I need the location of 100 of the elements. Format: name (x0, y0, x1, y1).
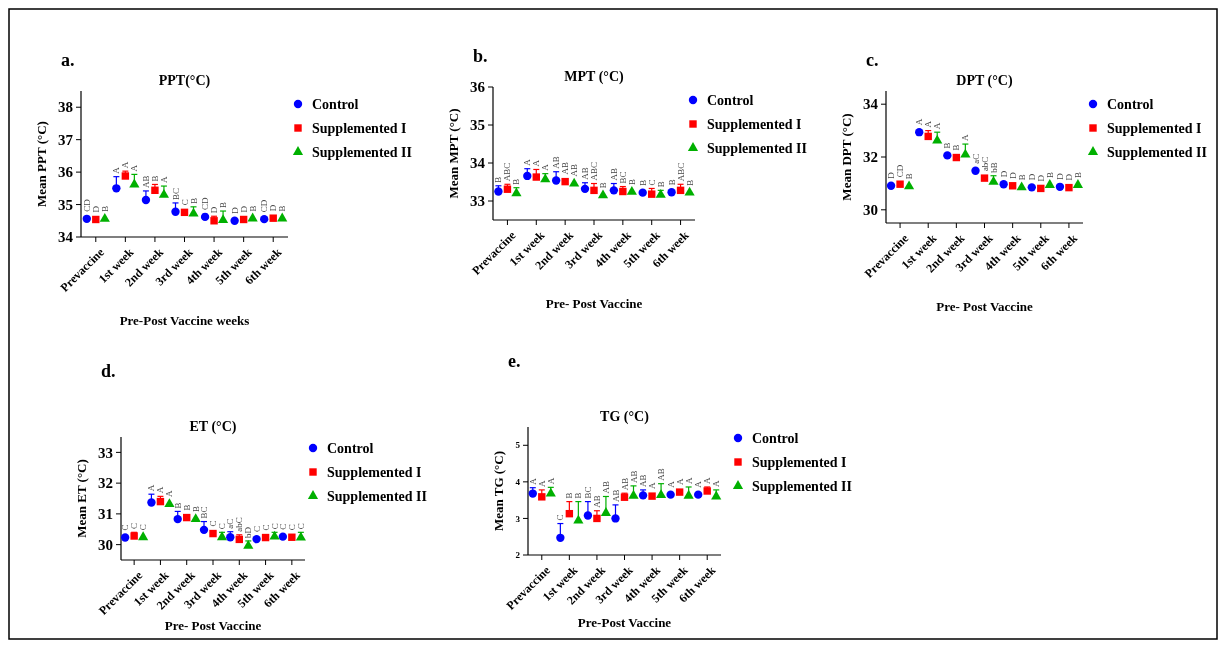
data-label: D (90, 205, 101, 213)
data-label: C (129, 523, 140, 530)
y-tick-label: 35 (470, 117, 485, 134)
data-label: B (626, 178, 637, 185)
legend-label: Supplemented I (752, 454, 847, 470)
data-label: B (951, 144, 962, 151)
data-label: B (684, 179, 695, 186)
data-label: A (155, 486, 166, 494)
legend-label: Supplemented II (327, 488, 427, 504)
data-label: AB (551, 156, 562, 169)
data-label: B (637, 179, 648, 186)
data-label: C (138, 524, 149, 531)
data-label: D (229, 206, 240, 214)
data-label: D (886, 171, 897, 179)
text: c. (866, 50, 879, 70)
y-tick-label: 35 (58, 196, 73, 213)
x-axis-title: Pre- Post Vaccine (164, 618, 262, 633)
data-label: CD (895, 164, 906, 178)
data-label: AB (608, 168, 619, 181)
data-label: C (277, 523, 288, 530)
y-tick-label: 34 (863, 96, 879, 113)
data-label: C (120, 524, 131, 531)
data-label: A (158, 176, 169, 184)
data-label: AB (140, 175, 151, 188)
y-tick-label: 37 (58, 131, 74, 148)
data-label: BC (582, 486, 593, 499)
y-axis-title: Mean TG (°C) (491, 450, 506, 532)
data-label: B (218, 202, 229, 209)
data-label: AB (600, 480, 611, 494)
data-label: A (111, 166, 122, 174)
legend-label: Supplemented I (1107, 120, 1202, 136)
legend-label: Supplemented I (327, 464, 422, 480)
data-label: abC (234, 517, 245, 532)
data-label: C (179, 199, 190, 206)
data-label: ABC (589, 162, 599, 181)
data-label: ABC (675, 162, 686, 182)
data-label: A (164, 490, 175, 498)
y-tick-label: 32 (98, 475, 113, 492)
text: d. (101, 361, 116, 381)
data-label: B (573, 492, 584, 499)
data-label: A (683, 476, 694, 484)
data-label: A (923, 120, 934, 128)
y-tick-label: 5 (515, 440, 521, 451)
y-tick-label: 30 (98, 536, 113, 553)
data-label: aC (970, 153, 981, 164)
data-label: C (295, 523, 306, 530)
data-label: B (188, 197, 199, 204)
data-label: A (545, 477, 556, 485)
data-label: D (1063, 173, 1074, 181)
data-label: CD (81, 198, 92, 212)
y-axis-title: Mean ET (°C) (74, 459, 89, 538)
data-label: BC (199, 506, 209, 519)
data-label: BC (170, 187, 181, 200)
data-label: A (702, 476, 713, 484)
data-label: A (531, 159, 542, 167)
data-label: B (99, 205, 110, 212)
data-label: B (149, 175, 160, 182)
chart-title: PPT(°C) (158, 73, 211, 89)
data-label: abC (979, 156, 990, 172)
text: e. (508, 351, 521, 371)
chart-title: ET (°C) (189, 419, 237, 435)
data-label: B (598, 182, 608, 189)
data-label: A (711, 479, 722, 487)
chart-title: TG (°C) (600, 409, 650, 425)
y-tick-label: 33 (98, 444, 113, 461)
data-label: B (1044, 171, 1055, 178)
y-tick-label: 3 (515, 513, 521, 524)
legend-label: Supplemented II (1107, 144, 1207, 160)
data-label: B (942, 142, 953, 149)
data-label: A (674, 478, 685, 486)
data-label: B (172, 502, 183, 509)
data-label: CD (200, 196, 211, 210)
data-label: A (120, 161, 131, 169)
data-label: B (1016, 174, 1027, 181)
data-label: B (190, 506, 201, 513)
data-label: AB (610, 489, 621, 502)
data-label: C (555, 514, 566, 521)
data-label: B (277, 205, 288, 212)
y-tick-label: 36 (58, 164, 74, 181)
data-label: C (251, 526, 262, 533)
data-label: B (493, 176, 504, 183)
data-label: D (238, 205, 249, 213)
data-label: AB (628, 470, 639, 483)
data-label: aC (225, 518, 236, 529)
data-label: C (269, 523, 280, 530)
data-label: A (536, 479, 547, 487)
data-label: A (540, 163, 551, 171)
data-label: AB (580, 167, 590, 180)
data-label: AB (591, 495, 602, 508)
y-tick-label: 36 (470, 79, 486, 96)
legend-label: Control (327, 440, 374, 456)
data-label: B (511, 178, 522, 185)
data-label: A (932, 122, 943, 130)
y-tick-label: 32 (863, 149, 878, 166)
y-tick-label: 30 (863, 202, 878, 219)
data-label: ABC (502, 162, 513, 182)
legend-label: Supplemented II (707, 140, 807, 156)
data-label: BC (617, 171, 628, 184)
data-label: A (522, 158, 533, 166)
data-label: AB (619, 477, 630, 491)
